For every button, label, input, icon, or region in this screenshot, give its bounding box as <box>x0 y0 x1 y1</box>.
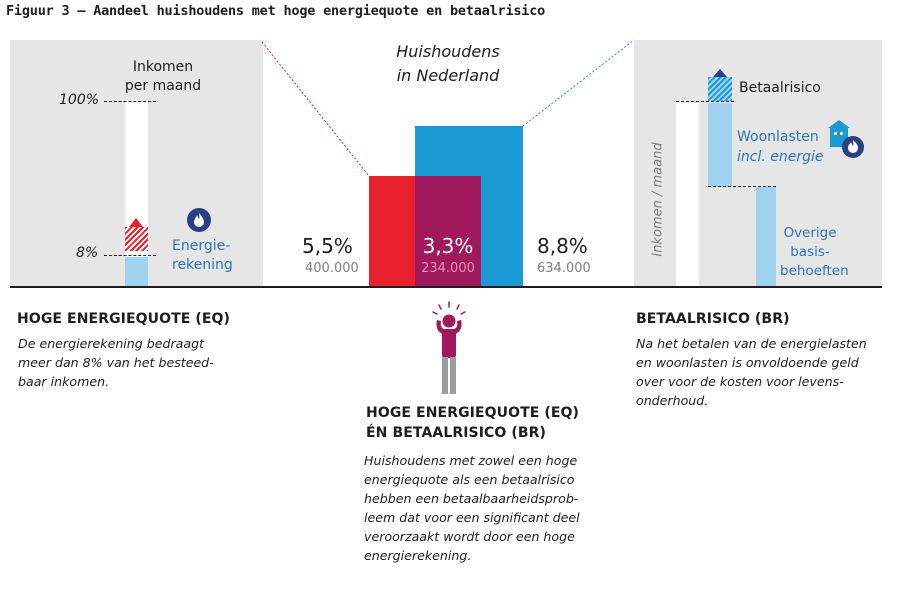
eq-connector-line <box>261 41 370 177</box>
both-heading-line2: ÉN BETAALRISICO (BR) <box>366 425 547 441</box>
both-desc-line: energierekening. <box>364 548 472 563</box>
br-pct: 8,8% <box>537 234 588 258</box>
figure-title: Figuur 3 – Aandeel huishoudens met hoge … <box>6 3 546 19</box>
both-desc-line: veroorzaakt wordt door een hoge <box>364 529 575 544</box>
housing-label-line1: Woonlasten <box>737 129 819 145</box>
br-desc-line: Na het betalen van de energielasten <box>636 336 867 351</box>
other-needs-label-line2: basis- <box>790 244 830 260</box>
excess-energy-hatch <box>125 227 148 251</box>
br-count: 634.000 <box>537 261 591 276</box>
eq-pct: 5,5% <box>302 234 353 258</box>
energy-bill-label-line1: Energie- <box>172 238 231 254</box>
nl-label-line1: Huishoudens <box>396 42 500 61</box>
other-needs-label: Overige basis- behoeften <box>780 224 849 281</box>
br-desc-line: en woonlasten is onvoldoende geld <box>636 355 859 370</box>
both-heading: HOGE ENERGIEQUOTE (EQ) ÉN BETAALRISICO (… <box>366 403 579 443</box>
energy-bill-bar <box>125 257 148 287</box>
flame-icon <box>187 208 211 232</box>
eq-desc-line: baar inkomen. <box>18 374 110 389</box>
housing-costs-bar <box>708 103 732 187</box>
eq-count: 400.000 <box>305 261 359 276</box>
br-desc-line: over voor de kosten voor levens- <box>636 374 844 389</box>
income-dashline <box>676 101 734 102</box>
housing-label: Woonlasten incl. energie <box>737 127 824 167</box>
energy-bill-label-line2: rekening <box>172 257 233 273</box>
pct-8-label: 8% <box>76 245 99 261</box>
pct-8-dashline <box>104 255 156 256</box>
overlap-bar <box>415 176 481 287</box>
both-description: Huishoudens met zowel een hoge energiequ… <box>364 451 624 565</box>
income-label-line2: per maand <box>124 78 202 94</box>
connector-lines <box>261 39 635 177</box>
income-label-line1: Inkomen <box>132 59 194 75</box>
energy-bill-label: Energie- rekening <box>172 237 233 275</box>
both-count: 234.000 <box>421 261 475 276</box>
risk-label: Betaalrisico <box>739 80 821 96</box>
eq-description: De energierekening bedraagt meer dan 8% … <box>18 334 258 391</box>
pct-100-dashline <box>104 101 156 102</box>
br-connector-line <box>522 39 635 127</box>
both-desc-line: hebben een betaalbaarheidsprob- <box>364 491 579 506</box>
housing-label-line2: incl. energie <box>737 149 824 165</box>
income-label: Inkomen per maand <box>118 58 208 96</box>
both-pct: 3,3% <box>422 234 474 258</box>
both-desc-line: Huishoudens met zowel een hoge <box>364 453 578 468</box>
br-description: Na het betalen van de energielasten en w… <box>636 334 886 410</box>
both-desc-line: energiequote als een betaalrisico <box>364 472 575 487</box>
eq-bar <box>369 176 415 287</box>
income-bar-right <box>676 103 699 287</box>
house-icon <box>828 120 864 158</box>
other-needs-label-line3: behoeften <box>780 263 849 279</box>
br-heading: BETAALRISICO (BR) <box>636 311 790 327</box>
income-month-axis-label: Inkomen / maand <box>650 142 666 257</box>
pct-100-label: 100% <box>59 92 100 108</box>
both-desc-line: leem dat voor een significant deel <box>364 510 580 525</box>
payment-risk-hatch <box>708 77 732 101</box>
nl-label: Huishoudens in Nederland <box>380 40 516 88</box>
eq-desc-line: De energierekening bedraagt <box>18 336 205 351</box>
both-heading-line1: HOGE ENERGIEQUOTE (EQ) <box>366 405 580 421</box>
red-arrow-icon <box>129 218 143 227</box>
other-needs-label-line1: Overige <box>783 225 837 241</box>
other-needs-bar <box>756 187 776 287</box>
baseline <box>10 286 882 288</box>
stressed-person-icon <box>432 301 466 394</box>
nl-label-line2: in Nederland <box>396 66 500 85</box>
br-desc-line: onderhoud. <box>636 393 709 408</box>
housing-dashline <box>708 186 776 187</box>
blue-arrow-icon <box>713 69 727 77</box>
eq-desc-line: meer dan 8% van het besteed- <box>18 355 214 370</box>
eq-heading: HOGE ENERGIEQUOTE (EQ) <box>17 311 231 327</box>
